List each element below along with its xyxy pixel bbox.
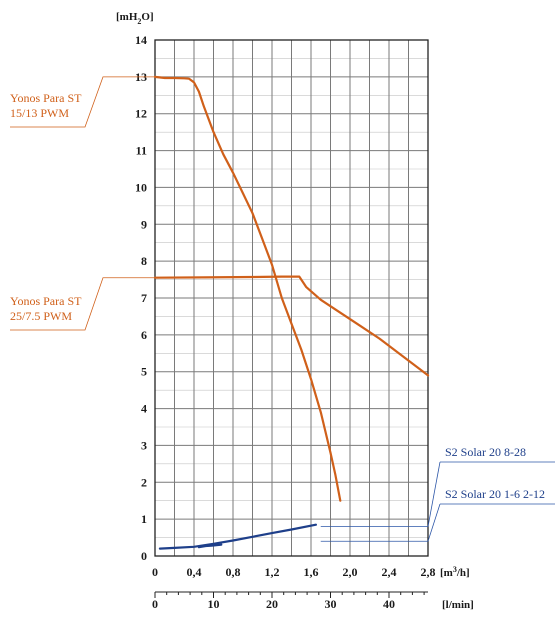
leader-line-orange bbox=[10, 76, 155, 128]
y-tick-label: 12 bbox=[135, 107, 147, 121]
plot-border bbox=[154, 39, 429, 557]
x-tick-label-m3h: 2,4 bbox=[382, 565, 397, 579]
y-axis-unit-label: [mH2O] bbox=[116, 11, 154, 26]
y-tick-label: 9 bbox=[141, 217, 147, 231]
y-tick-label: 0 bbox=[141, 549, 147, 563]
x-tick-label-m3h: 2,0 bbox=[343, 565, 358, 579]
x-tick-label-lmin: 10 bbox=[208, 597, 220, 611]
x-tick-label-lmin: 40 bbox=[383, 597, 395, 611]
x-tick-label-m3h: 0 bbox=[152, 565, 158, 579]
y-tick-label: 3 bbox=[141, 438, 147, 452]
series-label-orange: 25/7.5 PWM bbox=[10, 309, 72, 323]
x-tick-label-m3h: 0,8 bbox=[226, 565, 241, 579]
y-tick-label: 7 bbox=[141, 291, 147, 305]
x-tick-label-m3h: 2,8 bbox=[421, 565, 436, 579]
y-tick-label: 6 bbox=[141, 328, 147, 342]
x-tick-label-lmin: 0 bbox=[152, 597, 158, 611]
series-label-blue: S2 Solar 20 8-28 bbox=[445, 445, 526, 459]
leader-line-blue bbox=[427, 503, 441, 542]
y-tick-label: 1 bbox=[141, 512, 147, 526]
y-tick-label: 11 bbox=[136, 144, 147, 158]
y-tick-label: 4 bbox=[141, 402, 147, 416]
series-label-blue: S2 Solar 20 1-6 2-12 bbox=[445, 487, 545, 501]
leader-line-orange bbox=[10, 277, 155, 331]
x-tick-label-m3h: 1,6 bbox=[304, 565, 319, 579]
series-line-0 bbox=[153, 75, 342, 502]
series-line-2 bbox=[158, 523, 317, 550]
y-tick-label: 5 bbox=[141, 365, 147, 379]
series-label-orange: Yonos Para ST bbox=[10, 294, 82, 308]
series-label-orange: 15/13 PWM bbox=[10, 106, 69, 120]
series-line-1 bbox=[153, 275, 430, 377]
grid bbox=[154, 39, 429, 557]
x-tick-label-m3h: 1,2 bbox=[265, 565, 280, 579]
y-tick-label: 2 bbox=[141, 475, 147, 489]
x-tick-label-lmin: 30 bbox=[325, 597, 337, 611]
x-axis-unit-lmin: [l/min] bbox=[442, 599, 474, 611]
series-line-3 bbox=[197, 543, 223, 549]
x-tick-label-m3h: 0,4 bbox=[187, 565, 202, 579]
leader-line-blue bbox=[427, 461, 441, 527]
y-tick-label: 8 bbox=[141, 254, 147, 268]
x-axis-unit-m3h: [m3/h] bbox=[440, 565, 470, 579]
x-tick-label-lmin: 20 bbox=[266, 597, 278, 611]
series-lines bbox=[153, 75, 430, 550]
y-tick-label: 10 bbox=[135, 180, 147, 194]
series-label-orange: Yonos Para ST bbox=[10, 91, 82, 105]
y-tick-label: 14 bbox=[135, 33, 147, 47]
